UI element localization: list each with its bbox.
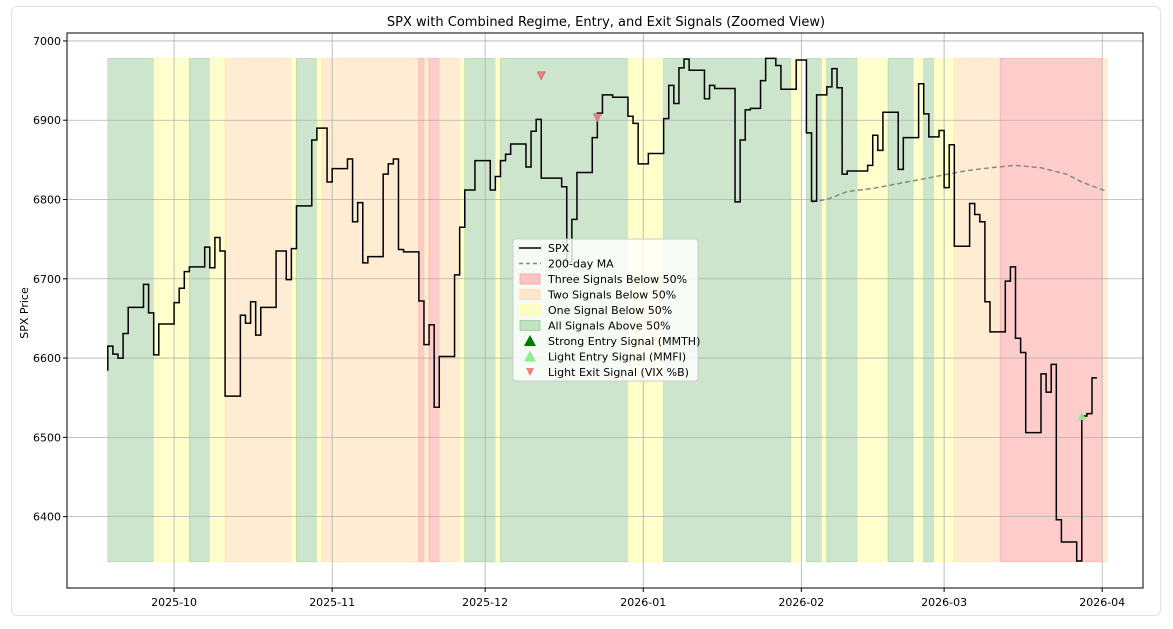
regime-band-one [316, 58, 323, 563]
regime-band-one [790, 58, 802, 563]
regime-band-one [495, 58, 501, 563]
legend-label: SPX [548, 242, 570, 255]
legend: SPX 200-day MA Three Signals Below 50% Two … [512, 238, 700, 382]
regime-band-two [321, 58, 420, 563]
regime-band-all [107, 58, 154, 563]
regime-band-two [423, 58, 430, 563]
y-tick-label: 7000 [33, 35, 61, 48]
exit-signal-marker [592, 113, 602, 123]
regime-band-one [153, 58, 190, 563]
entry-signal-marker [1077, 411, 1087, 420]
legend-handle-triangle-down [526, 368, 534, 376]
legend-handle-triangle-up [524, 335, 536, 346]
regime-band-all [464, 58, 496, 563]
legend-label: One Signal Below 50% [548, 304, 672, 317]
regime-band-one [209, 58, 226, 563]
y-tick-label: 6600 [33, 352, 61, 365]
legend-label: Light Exit Signal (VIX %B) [548, 366, 689, 379]
regime-band-two [438, 58, 460, 563]
x-tick-label: 2026-03 [921, 596, 967, 609]
legend-label: Three Signals Below 50% [547, 273, 687, 286]
legend-label: Two Signals Below 50% [547, 289, 676, 302]
plot-border [66, 32, 1144, 589]
axes: 6400 6500 6600 6700 6800 6900 7000 2025-10 2025-… [33, 32, 1144, 609]
regime-band-all [806, 58, 823, 563]
exit-signal-marker [536, 71, 546, 81]
y-tick-label: 6400 [33, 511, 61, 524]
regime-band-three [999, 58, 1103, 563]
legend-handle-patch [519, 289, 541, 300]
regime-band-two [224, 58, 292, 563]
spx-line-layer [107, 57, 1098, 562]
legend-handle-patch [519, 304, 541, 316]
legend-label: Strong Entry Signal (MMTH) [548, 335, 700, 348]
regime-band-one [459, 58, 466, 563]
signal-markers [536, 71, 1087, 420]
legend-box [512, 238, 699, 382]
x-tick-label: 2026-04 [1079, 596, 1125, 609]
legend-handle-triangle-up [524, 350, 536, 362]
chart-title: SPX with Combined Regime, Entry, and Exi… [387, 15, 825, 30]
spx-line [107, 57, 1098, 562]
x-tick-label: 2025-10 [151, 596, 197, 609]
y-axis-label: SPX Price [18, 287, 31, 339]
x-tick-label: 2025-11 [309, 596, 355, 609]
y-tick-label: 6700 [33, 273, 61, 286]
regime-band-two [954, 58, 1001, 563]
y-tick-label: 6500 [33, 431, 61, 444]
y-tick-label: 6800 [33, 194, 61, 207]
regime-band-two [1101, 58, 1108, 563]
regime-band-three [418, 58, 425, 563]
regime-band-one [821, 58, 828, 563]
regime-band-all [296, 58, 318, 563]
regime-band-all [189, 58, 211, 563]
x-tick-label: 2026-01 [620, 596, 666, 609]
grid-lines [67, 33, 1143, 588]
legend-label: Light Entry Signal (MMFI) [548, 351, 686, 364]
x-tick-label: 2026-02 [778, 596, 824, 609]
regime-band-one [291, 58, 297, 563]
x-tick-label: 2025-12 [462, 596, 508, 609]
legend-handle-patch [519, 273, 541, 285]
legend-handle-patch [519, 320, 541, 331]
legend-label: All Signals Above 50% [548, 320, 671, 333]
regime-band-three [428, 58, 440, 563]
regime-band-all [887, 58, 914, 563]
y-tick-label: 6900 [33, 114, 61, 127]
legend-label: 200-day MA [548, 258, 614, 271]
